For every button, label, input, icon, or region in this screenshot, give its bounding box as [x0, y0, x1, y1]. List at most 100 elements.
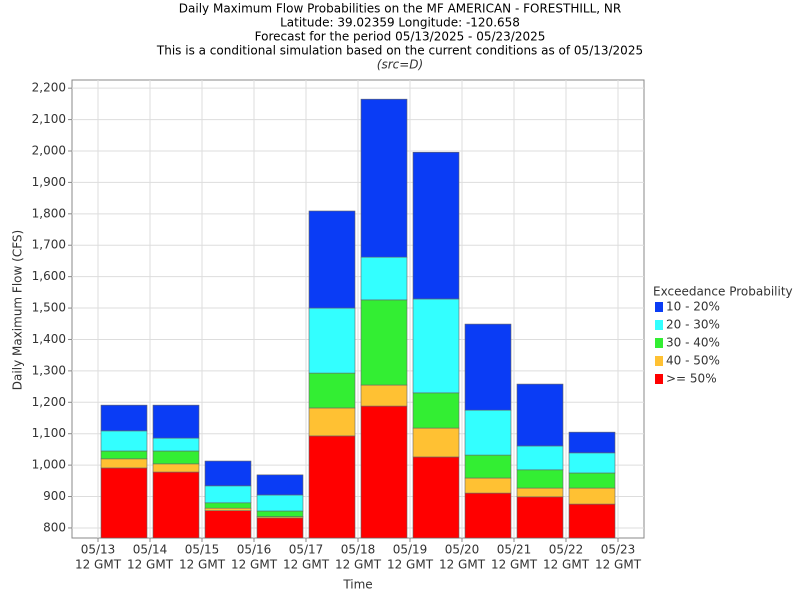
- x-axis-label: Time: [342, 578, 372, 592]
- y-tick-label: 1,800: [32, 206, 66, 220]
- x-tick-label: 12 GMT: [387, 558, 434, 572]
- bar-segment: [516, 383, 564, 447]
- bar-segment: [308, 407, 356, 437]
- legend-label: 10 - 20%: [666, 300, 720, 314]
- bar-segment: [464, 492, 512, 539]
- x-tick-label: 05/20: [445, 543, 480, 557]
- bar-segment: [568, 452, 616, 474]
- y-tick-label: 2,200: [32, 81, 66, 95]
- bar-segment: [152, 463, 200, 473]
- bar-segment: [100, 404, 148, 432]
- bar-segment: [256, 510, 304, 517]
- x-tick-label: 12 GMT: [335, 558, 382, 572]
- x-tick-label: 05/19: [393, 543, 428, 557]
- x-tick-label: 05/21: [497, 543, 532, 557]
- x-tick-label: 05/23: [601, 543, 636, 557]
- chart-title: Forecast for the period 05/13/2025 - 05/…: [255, 30, 546, 44]
- bar-segment: [360, 405, 408, 539]
- chart-title: This is a conditional simulation based o…: [156, 44, 643, 58]
- legend-label: 20 - 30%: [666, 318, 720, 332]
- legend-title: Exceedance Probability: [653, 285, 793, 299]
- x-tick-label: 12 GMT: [179, 558, 226, 572]
- bar-segment: [204, 485, 252, 504]
- bar-segment: [100, 458, 148, 469]
- bar-segment: [568, 472, 616, 489]
- y-tick-label: 1,000: [32, 458, 66, 472]
- bar-segment: [360, 98, 408, 258]
- bar-segment: [100, 467, 148, 539]
- x-tick-label: 12 GMT: [127, 558, 174, 572]
- bar-segment: [412, 298, 460, 394]
- chart-subtitle: (src=D): [377, 58, 423, 72]
- bar-segment: [204, 510, 252, 539]
- legend-label: 30 - 40%: [666, 336, 720, 350]
- bar-segment: [152, 450, 200, 465]
- bar-segment: [568, 487, 616, 505]
- x-tick-label: 05/22: [549, 543, 584, 557]
- y-tick-label: 1,400: [32, 332, 66, 346]
- x-tick-label: 12 GMT: [439, 558, 486, 572]
- y-tick-label: 1,300: [32, 363, 66, 377]
- bar-segment: [516, 469, 564, 489]
- legend-swatch: [655, 338, 663, 348]
- y-tick-label: 1,900: [32, 175, 66, 189]
- bar-segment: [308, 435, 356, 539]
- bar-segment: [412, 427, 460, 458]
- x-tick-label: 05/17: [289, 543, 324, 557]
- bar-segment: [464, 409, 512, 456]
- legend-label: 40 - 50%: [666, 354, 720, 368]
- y-tick-label: 1,500: [32, 301, 66, 315]
- y-tick-label: 1,700: [32, 238, 66, 252]
- bar-segment: [256, 474, 304, 496]
- legend-swatch: [655, 320, 663, 330]
- y-tick-label: 900: [43, 489, 66, 503]
- x-tick-label: 12 GMT: [595, 558, 642, 572]
- bar-segment: [100, 450, 148, 460]
- bar-segment: [152, 471, 200, 539]
- bar-segment: [516, 445, 564, 471]
- x-tick-label: 05/18: [341, 543, 376, 557]
- x-tick-label: 05/16: [237, 543, 272, 557]
- x-tick-label: 12 GMT: [231, 558, 278, 572]
- bar-segment: [204, 502, 252, 509]
- legend-swatch: [655, 374, 663, 384]
- y-tick-label: 1,200: [32, 395, 66, 409]
- bar-segment: [308, 372, 356, 409]
- bar-segment: [568, 503, 616, 539]
- y-tick-label: 800: [43, 520, 66, 534]
- y-tick-label: 2,100: [32, 112, 66, 126]
- bar-segment: [412, 392, 460, 429]
- bar-segment: [204, 460, 252, 487]
- bar-segment: [152, 437, 200, 452]
- bar-segment: [412, 456, 460, 539]
- bar-segment: [568, 431, 616, 454]
- bar-segment: [256, 517, 304, 539]
- bar-segment: [256, 494, 304, 512]
- bar-segment: [152, 404, 200, 439]
- x-tick-label: 12 GMT: [75, 558, 122, 572]
- bar-segment: [360, 384, 408, 407]
- chart-title: Daily Maximum Flow Probabilities on the …: [179, 2, 621, 16]
- bar-segment: [360, 299, 408, 386]
- x-tick-label: 12 GMT: [283, 558, 330, 572]
- y-tick-label: 1,100: [32, 426, 66, 440]
- y-tick-label: 2,000: [32, 143, 66, 157]
- y-axis-label: Daily Maximum Flow (CFS): [11, 230, 25, 390]
- x-tick-label: 05/15: [185, 543, 220, 557]
- x-tick-label: 12 GMT: [491, 558, 538, 572]
- x-tick-label: 05/13: [81, 543, 116, 557]
- bar-segment: [360, 256, 408, 301]
- bar-segment: [464, 323, 512, 411]
- bar-segment: [464, 454, 512, 479]
- bar-segment: [308, 307, 356, 374]
- bar-segment: [516, 487, 564, 498]
- x-tick-label: 05/14: [133, 543, 168, 557]
- chart-title: Latitude: 39.02359 Longitude: -120.658: [280, 16, 520, 30]
- bar-segment: [516, 496, 564, 539]
- y-tick-label: 1,600: [32, 269, 66, 283]
- bar-segment: [412, 151, 460, 300]
- bar-segment: [308, 210, 356, 309]
- bar-segment: [464, 477, 512, 494]
- legend-swatch: [655, 302, 663, 312]
